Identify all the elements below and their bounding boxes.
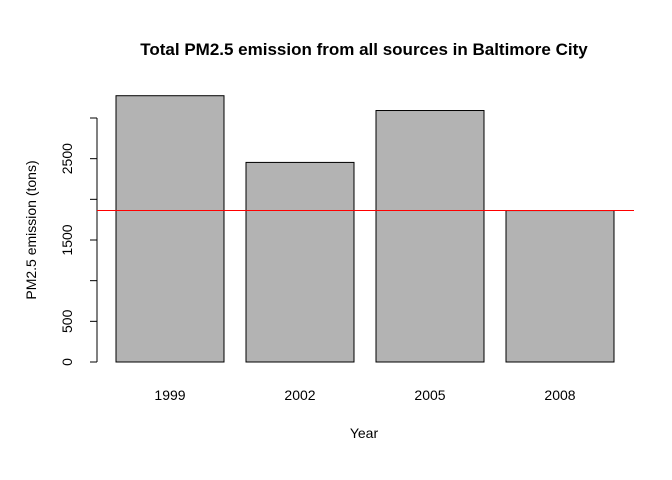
y-axis-label: PM2.5 emission (tons): [23, 160, 39, 299]
bar-1999: [115, 95, 225, 363]
x-tick-label: 2002: [284, 387, 315, 403]
y-tick-label: 0: [59, 358, 75, 366]
bar-2005: [375, 110, 485, 363]
y-tick-label: 2500: [59, 143, 75, 174]
bar-2002: [245, 161, 355, 363]
x-tick-labels: 1999 2002 2005 2008: [154, 387, 575, 403]
y-tick-label: 500: [59, 309, 75, 333]
bar-2008: [505, 210, 615, 363]
x-axis-label: Year: [350, 425, 379, 441]
chart-title: Total PM2.5 emission from all sources in…: [140, 40, 588, 59]
x-tick-label: 2005: [414, 387, 445, 403]
y-tick-label: 1500: [59, 224, 75, 255]
y-ticks: 0 500 1500 2500: [59, 117, 97, 366]
x-tick-label: 2008: [544, 387, 575, 403]
bars: [115, 95, 615, 363]
x-tick-label: 1999: [154, 387, 185, 403]
